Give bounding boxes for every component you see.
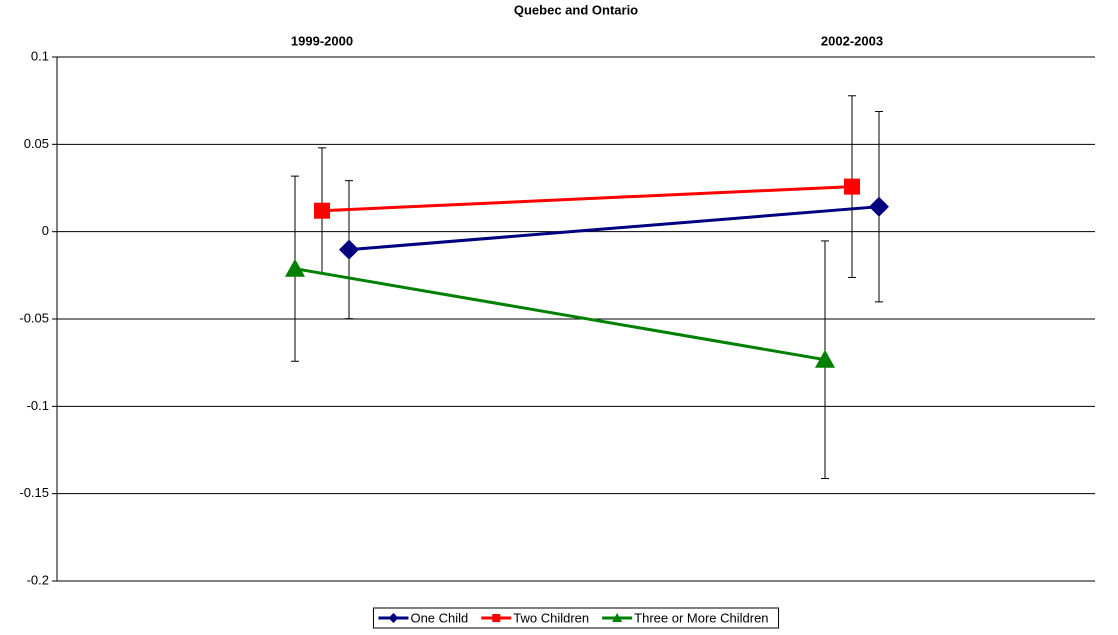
legend-item: Three or More Children — [602, 610, 769, 625]
marker — [815, 349, 835, 368]
legend-box — [372, 607, 780, 629]
legend-item: One Child — [378, 610, 468, 625]
marker — [492, 614, 501, 622]
series-line — [321, 185, 853, 213]
x-tick-label: 2002-2003 — [821, 33, 883, 48]
marker — [285, 258, 305, 277]
y-tick-label: -0.15 — [19, 485, 49, 500]
y-tick-label: 0.1 — [31, 48, 49, 63]
series-line — [294, 267, 826, 362]
marker — [339, 239, 359, 260]
y-tick-label: -0.05 — [19, 310, 49, 325]
series-line — [348, 205, 880, 252]
y-tick-label: -0.2 — [27, 572, 49, 587]
marker — [844, 178, 860, 195]
legend-label: One Child — [410, 610, 468, 625]
marker — [869, 196, 889, 217]
marker — [612, 613, 623, 622]
legend: One Child Two Children Three or More Child… — [372, 607, 780, 629]
y-tick-label: 0.05 — [24, 136, 49, 151]
legend-item: Two Children — [481, 610, 589, 625]
marker — [314, 202, 330, 219]
x-tick-label: 1999-2000 — [291, 33, 353, 48]
legend-label: Three or More Children — [634, 610, 768, 625]
y-tick-label: 0 — [42, 223, 49, 238]
legend-label: Two Children — [513, 610, 589, 625]
marker — [388, 613, 399, 623]
y-tick-label: -0.1 — [27, 398, 49, 413]
chart-title: Quebec and Ontario — [514, 2, 638, 17]
